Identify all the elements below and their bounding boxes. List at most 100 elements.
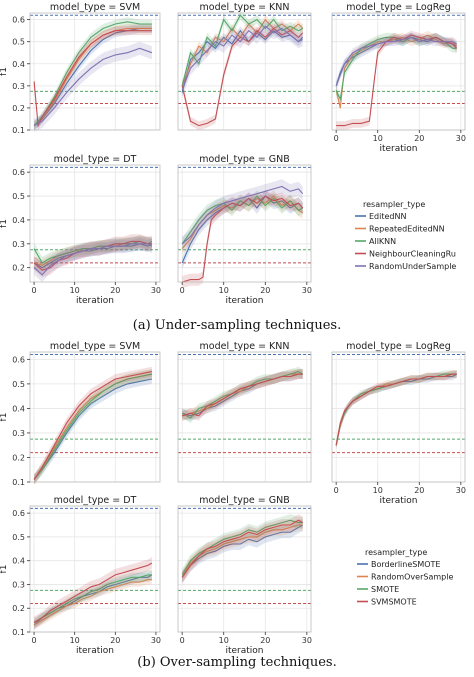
series-line-RandomUnderSampler	[33, 243, 153, 276]
x-axis-label: iteration	[225, 646, 263, 656]
confidence-band	[182, 369, 303, 421]
x-tick-label: 20	[414, 134, 424, 143]
plot-frame	[29, 505, 161, 633]
y-tick-label: 0.4	[12, 60, 25, 69]
x-tick-label: 20	[414, 486, 424, 495]
plot-area	[178, 352, 311, 482]
y-tick-label: 0.5	[12, 38, 25, 47]
confidence-band	[34, 41, 152, 133]
subplot-under-4: model_type = GNB 0 10 20 30 iteration	[177, 154, 312, 306]
plot-frame	[177, 164, 312, 283]
plot-area	[30, 506, 160, 632]
series-line-RandomUnderSampler	[181, 25, 303, 91]
y-tick-label: 0.3	[12, 82, 25, 91]
legend-entry-label: RandomUnderSample	[369, 262, 456, 271]
confidence-band	[336, 370, 457, 449]
plot-frame	[177, 505, 312, 633]
confidence-band	[34, 574, 152, 630]
subplot-title: model_type = DT	[54, 154, 137, 165]
x-tick-label: 10	[70, 636, 80, 645]
plot-frame	[177, 12, 312, 131]
y-tick-label: 0.5	[12, 533, 25, 542]
confidence-band	[336, 370, 457, 449]
confidence-band	[182, 519, 303, 584]
legend-title: resampler_type	[363, 200, 425, 209]
series-line-AllKNN	[33, 21, 152, 126]
subplot-title: model_type = GNB	[199, 495, 290, 506]
subplot-over-8: model_type = DT 0.1 0.2 0.3 0.4 0.5 0.6 0 10 20 30…	[0, 495, 161, 656]
x-tick-label: 0	[180, 636, 185, 645]
plot-frame	[331, 12, 466, 131]
confidence-band	[34, 557, 152, 629]
x-tick-label: 30	[302, 636, 312, 645]
x-tick-label: 10	[219, 636, 229, 645]
series-line-NeighbourCleaningRule	[336, 34, 458, 127]
series-line-AllKNN	[181, 14, 303, 86]
series-line-NeighbourCleaningRule	[33, 30, 152, 128]
confidence-band	[182, 19, 303, 97]
confidence-band	[182, 190, 303, 269]
confidence-band	[34, 366, 152, 485]
legend-entry-label: RandomOverSample	[371, 573, 453, 582]
subplot-under-3: model_type = DT 0.2 0.3 0.4 0.5 0.6 0 10 20 30 ite…	[0, 154, 161, 306]
legend-0: resampler_type EditedNN RepeatedEditedNN Al…	[355, 200, 456, 271]
confidence-band	[34, 374, 152, 485]
y-tick-label: 0.5	[12, 192, 25, 201]
confidence-band	[336, 30, 457, 131]
series-line-BorderlineSMOTE	[181, 524, 303, 578]
series-line-BorderlineSMOTE	[33, 378, 153, 480]
confidence-band	[336, 32, 457, 104]
subplot-title: model_type = KNN	[200, 341, 290, 352]
plot-area	[332, 352, 465, 482]
series-line-SVMSMOTE	[33, 371, 153, 480]
confidence-band	[182, 190, 303, 255]
series-line-EditedNN	[33, 27, 152, 127]
subplot-over-5: model_type = SVM 0.1 0.2 0.3 0.4 0.5 0.6 f1	[0, 341, 161, 487]
y-tick-label: 0.4	[12, 404, 25, 413]
confidence-band	[182, 366, 303, 424]
confidence-band	[34, 24, 152, 130]
y-axis-label: f1	[0, 565, 9, 574]
series-line-RandomUnderSampler	[335, 36, 457, 86]
y-tick-label: 0.3	[12, 429, 25, 438]
series-line-RandomUnderSampler	[181, 185, 304, 245]
y-tick-label: 0.2	[12, 104, 25, 113]
subplot-over-6: model_type = KNN	[177, 341, 312, 483]
subplot-under-1: model_type = KNN	[177, 2, 312, 131]
x-axis-label: iteration	[76, 296, 114, 306]
x-tick-label: 30	[151, 636, 161, 645]
confidence-band	[336, 30, 457, 113]
series-line-SMOTE	[33, 574, 152, 623]
y-tick-label: 0.6	[12, 355, 25, 364]
x-tick-label: 30	[302, 286, 312, 295]
confidence-band	[182, 24, 303, 130]
series-line-AllKNN	[181, 195, 303, 245]
plot-area	[178, 506, 311, 632]
plot-frame	[29, 351, 161, 483]
confidence-band	[34, 236, 152, 282]
plot-frame	[331, 351, 466, 483]
x-tick-label: 20	[110, 286, 120, 295]
series-line-RandomOverSampler	[33, 579, 152, 626]
subplot-title: model_type = KNN	[200, 2, 290, 13]
confidence-band	[336, 370, 457, 449]
x-tick-label: 30	[456, 134, 466, 143]
confidence-band	[182, 190, 303, 250]
confidence-band	[34, 369, 152, 485]
y-tick-label: 0.2	[12, 264, 25, 273]
y-tick-label: 0.1	[12, 126, 25, 135]
confidence-band	[182, 369, 303, 421]
series-line-SMOTE	[33, 373, 153, 480]
x-tick-label: 20	[260, 636, 270, 645]
series-line-EditedNN	[33, 243, 153, 269]
legend-entry-label: NeighbourCleaningRu	[369, 250, 456, 259]
legend-entry-label: AllKNN	[369, 237, 396, 246]
confidence-band	[34, 17, 152, 130]
series-line-SVMSMOTE	[335, 373, 457, 446]
x-tick-label: 0	[334, 134, 339, 143]
series-line-SVMSMOTE	[182, 373, 303, 417]
legend-1: resampler_type BorderlineSMOTE RandomOverS…	[357, 548, 453, 607]
legend-title: resampler_type	[365, 548, 427, 557]
series-line-AllKNN	[33, 240, 153, 264]
